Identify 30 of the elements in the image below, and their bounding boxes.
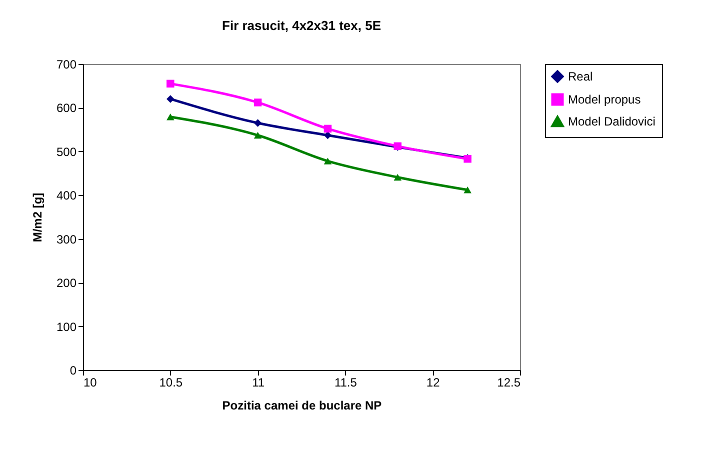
point xyxy=(254,132,262,139)
legend-label: Model propus xyxy=(568,92,641,106)
point xyxy=(166,80,174,88)
y-tick-label: 700 xyxy=(56,58,77,72)
x-axis-title: Pozitia camei de buclare NP xyxy=(222,398,382,412)
point xyxy=(324,124,332,133)
legend-label: Real xyxy=(568,70,593,84)
point xyxy=(166,114,174,120)
y-tick-label: 600 xyxy=(56,101,77,116)
y-tick-label: 200 xyxy=(56,276,77,290)
point xyxy=(324,158,332,164)
point xyxy=(394,174,402,181)
chart-title: Fir rasucit, 4x2x31 tex, 5E xyxy=(222,18,382,33)
point xyxy=(254,119,262,127)
legend-label: Model Dalidovici xyxy=(568,114,656,128)
x-tick-label: 10.5 xyxy=(159,376,183,390)
point xyxy=(254,98,262,106)
y-tick-label: 100 xyxy=(56,320,77,334)
x-tick-label: 12.5 xyxy=(497,376,521,390)
point xyxy=(166,95,174,103)
y-tick-label: 400 xyxy=(56,188,77,203)
y-axis-title: M/m2 [g] xyxy=(30,192,44,242)
x-tick-label: 10 xyxy=(84,376,98,390)
y-tick-label: 300 xyxy=(56,232,77,246)
point xyxy=(464,186,472,194)
y-tick-label: 500 xyxy=(56,144,77,159)
x-tick-label: 12 xyxy=(426,376,440,390)
x-tick-label: 11.5 xyxy=(334,376,358,390)
y-tick-label: 0 xyxy=(70,364,77,378)
x-tick-label: 11 xyxy=(252,376,265,390)
